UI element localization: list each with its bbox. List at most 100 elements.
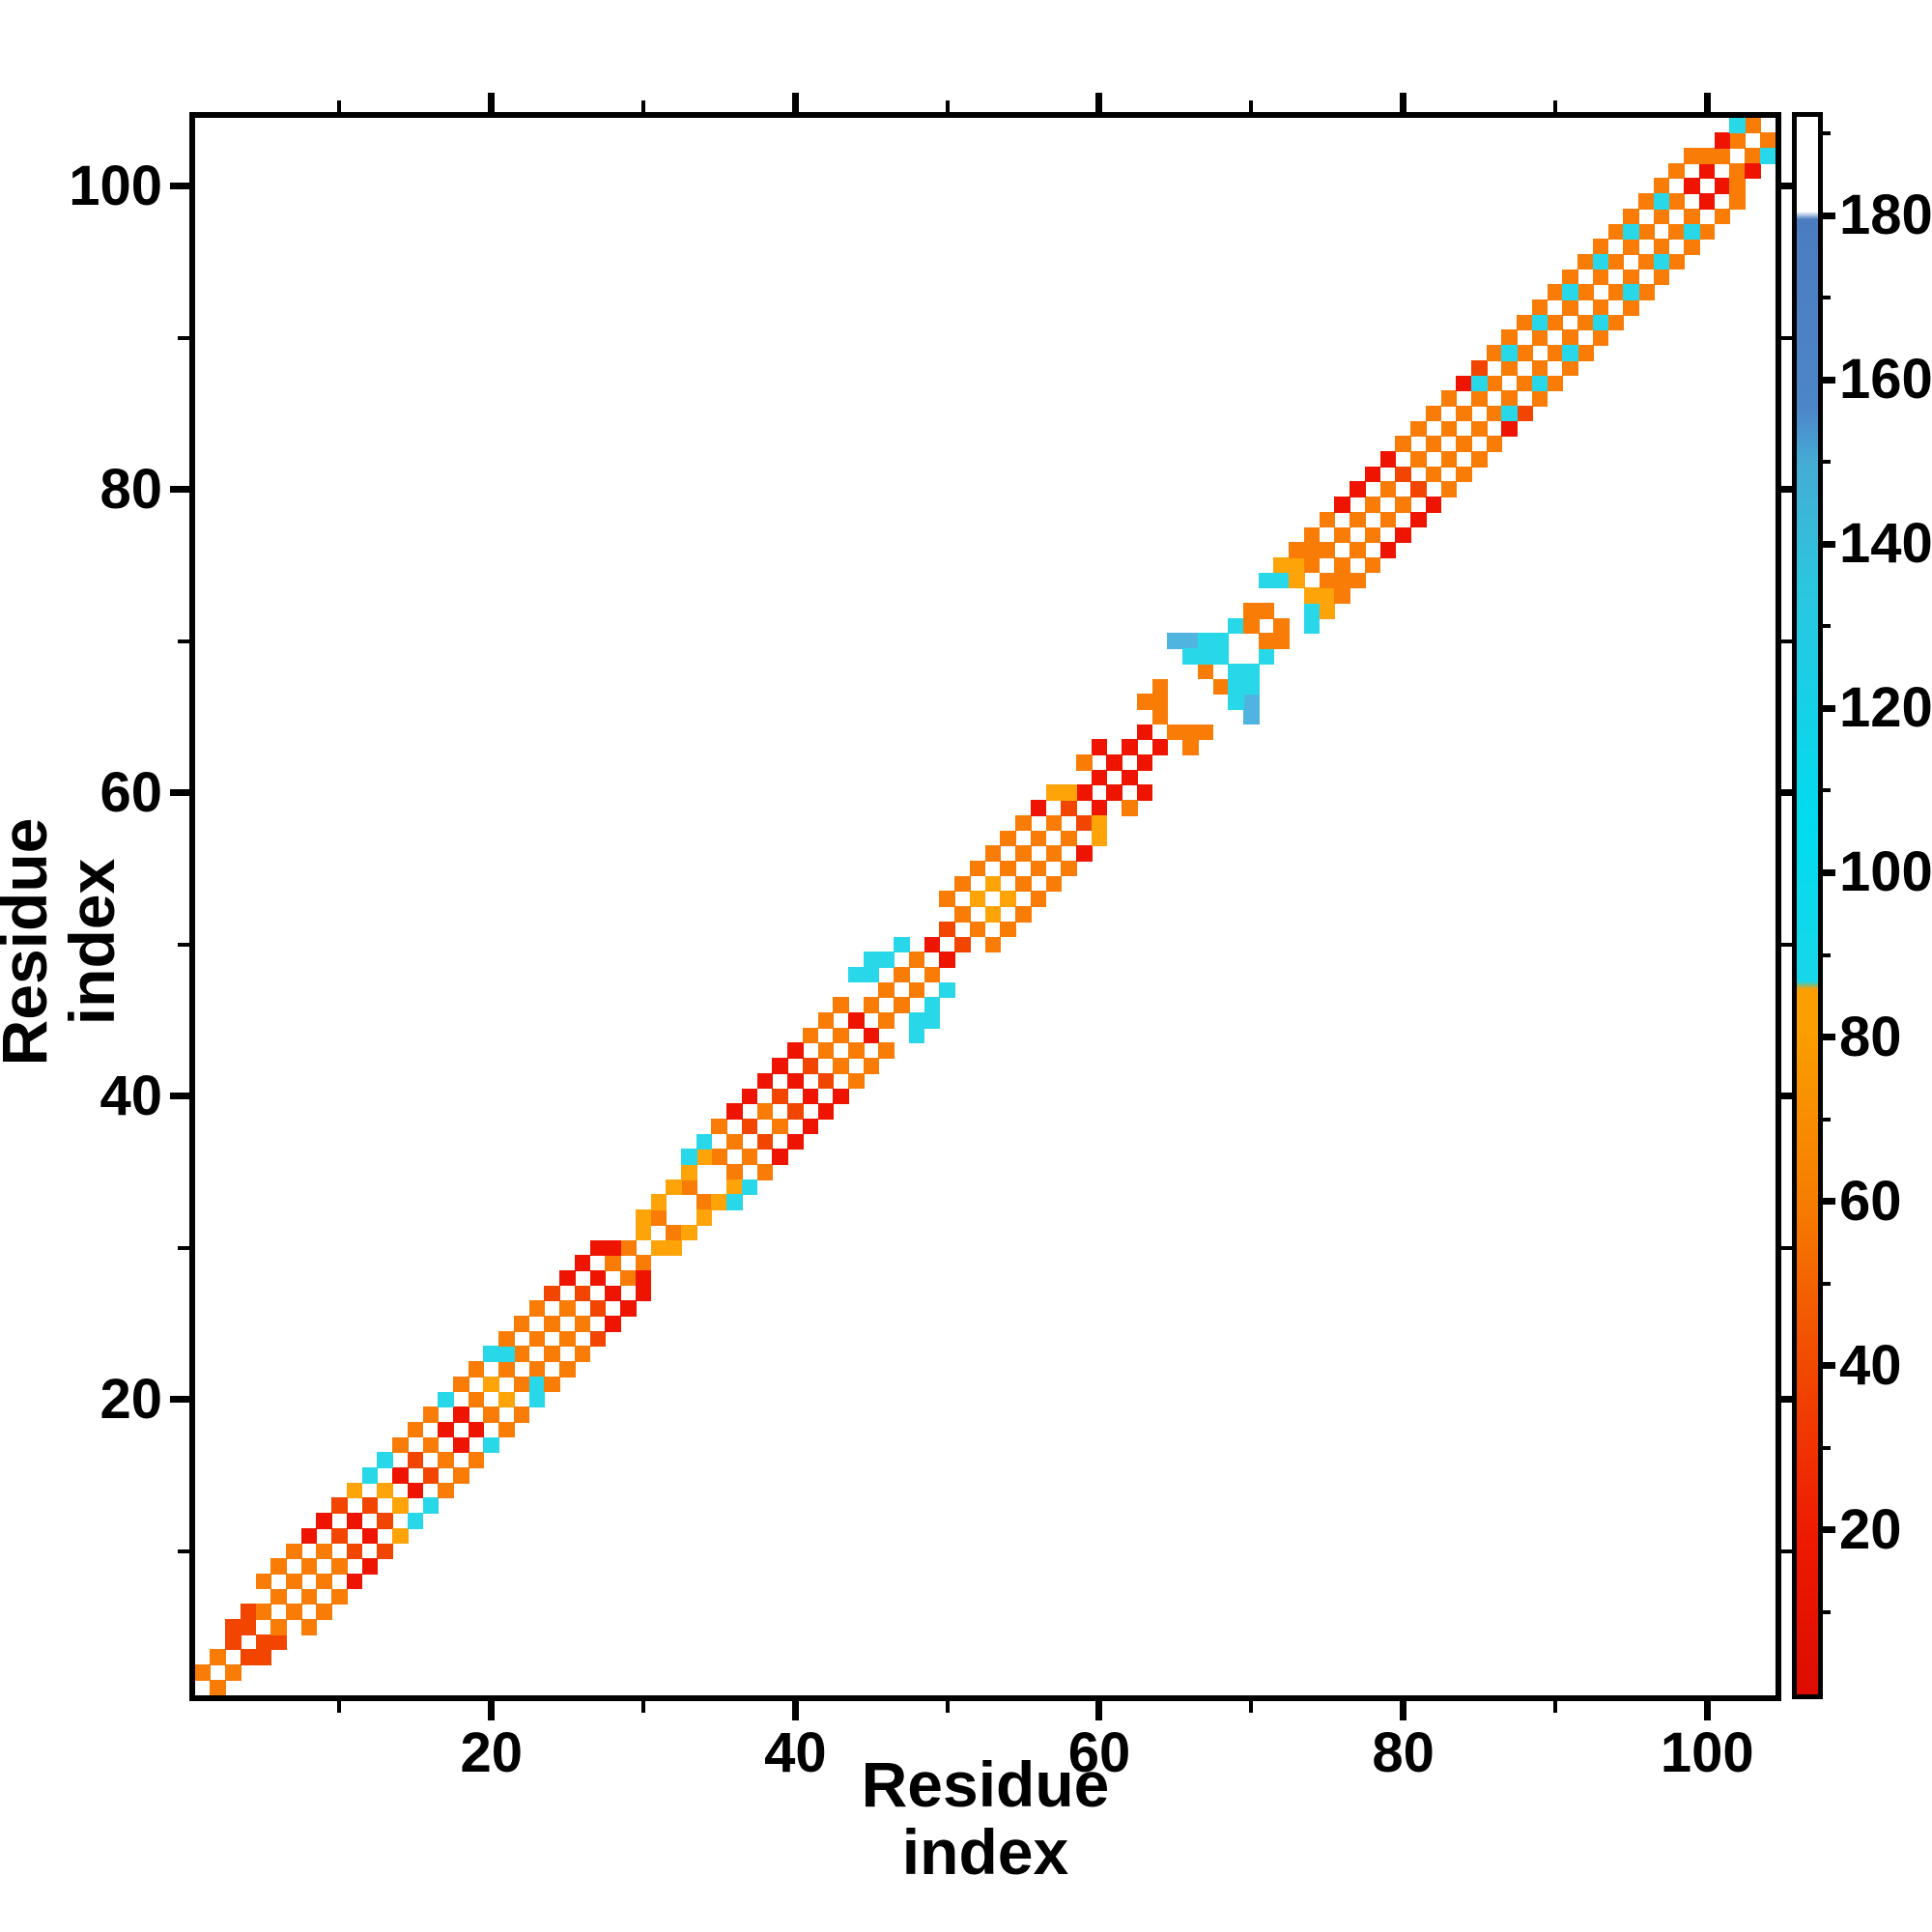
heatmap-cell xyxy=(498,1346,515,1362)
heatmap-cell xyxy=(696,1194,713,1210)
heatmap-cell xyxy=(1151,678,1169,696)
heatmap-cell xyxy=(635,1285,652,1302)
heatmap-cell xyxy=(1440,390,1458,407)
heatmap-cell xyxy=(1197,648,1214,665)
colorbar-minor-tick xyxy=(1823,1445,1831,1450)
colorbar-tick xyxy=(1823,376,1835,384)
x-axis-tick-top xyxy=(1249,100,1254,112)
heatmap-cell xyxy=(407,1482,424,1499)
heatmap-cell xyxy=(1410,420,1427,438)
heatmap-cell xyxy=(1410,481,1427,497)
heatmap-cell xyxy=(969,891,986,907)
heatmap-cell xyxy=(1243,694,1260,710)
x-axis-tick xyxy=(488,1701,496,1720)
heatmap-cell xyxy=(908,952,925,968)
heatmap-cell xyxy=(225,1664,242,1681)
heatmap-cell xyxy=(544,1376,560,1393)
heatmap-cell xyxy=(377,1482,393,1499)
heatmap-cell xyxy=(1653,208,1670,225)
heatmap-cell xyxy=(316,1604,332,1620)
heatmap-cell xyxy=(1228,663,1244,680)
heatmap-cell xyxy=(483,1406,499,1423)
heatmap-cell xyxy=(1653,253,1670,270)
heatmap-cell xyxy=(1486,405,1503,422)
heatmap-cell xyxy=(650,1239,668,1257)
heatmap-cell xyxy=(1045,814,1063,832)
heatmap-cell xyxy=(1456,375,1472,392)
heatmap-cell xyxy=(1030,830,1047,847)
y-axis-tick-right xyxy=(1781,942,1793,947)
heatmap-cell xyxy=(1091,800,1108,816)
heatmap-cell xyxy=(923,1012,941,1029)
heatmap-cell xyxy=(1456,466,1472,483)
heatmap-cell xyxy=(1122,769,1138,786)
heatmap-cell xyxy=(1395,497,1411,513)
heatmap-cell xyxy=(422,1467,440,1484)
heatmap-cell xyxy=(605,1239,621,1257)
heatmap-cell xyxy=(802,1118,819,1135)
heatmap-cell xyxy=(969,860,986,877)
heatmap-cell xyxy=(1592,269,1609,286)
heatmap-cell xyxy=(1440,420,1458,438)
heatmap-cell xyxy=(1379,451,1397,468)
heatmap-cell xyxy=(1607,223,1625,240)
heatmap-cell xyxy=(528,1376,546,1393)
y-tick-label: 60 xyxy=(99,760,162,824)
heatmap-cell xyxy=(1243,708,1260,725)
heatmap-cell xyxy=(1015,845,1032,862)
colorbar-tick-label: 80 xyxy=(1839,1005,1902,1068)
heatmap-cell xyxy=(756,1164,774,1180)
heatmap-cell xyxy=(513,1406,530,1423)
heatmap-cell xyxy=(285,1543,302,1560)
heatmap-cell xyxy=(1167,724,1183,741)
heatmap-cell xyxy=(1470,451,1488,468)
heatmap-cell xyxy=(1319,603,1336,619)
heatmap-cell xyxy=(605,1285,621,1302)
heatmap-cell xyxy=(1623,208,1639,225)
heatmap-cell xyxy=(1698,223,1716,240)
heatmap-cell xyxy=(620,1300,637,1317)
heatmap-cell xyxy=(1470,359,1488,377)
heatmap-cell xyxy=(1592,329,1609,346)
heatmap-cell xyxy=(1623,284,1639,300)
heatmap-cell xyxy=(1714,148,1731,164)
heatmap-cell xyxy=(726,1133,743,1151)
heatmap-cell xyxy=(878,1042,895,1059)
heatmap-cell xyxy=(1136,694,1153,710)
x-axis-tick-top xyxy=(1552,100,1557,112)
heatmap-cell xyxy=(1623,223,1639,240)
heatmap-cell xyxy=(1258,648,1275,665)
heatmap-cell xyxy=(1456,405,1472,422)
heatmap-cell xyxy=(1714,178,1731,194)
heatmap-cell xyxy=(1501,390,1518,407)
heatmap-cell xyxy=(1395,436,1411,452)
contact-map xyxy=(194,117,1776,1696)
heatmap-cell xyxy=(1075,784,1093,801)
heatmap-cell xyxy=(331,1497,348,1514)
heatmap-cell xyxy=(984,875,1002,893)
heatmap-cell xyxy=(1745,162,1761,180)
heatmap-cell xyxy=(863,952,880,968)
x-tick-label: 80 xyxy=(1372,1721,1435,1784)
heatmap-cell xyxy=(1470,375,1488,392)
heatmap-cell xyxy=(483,1376,499,1393)
heatmap-cell xyxy=(468,1421,485,1438)
heatmap-cell xyxy=(1303,617,1321,635)
heatmap-cell xyxy=(1258,572,1275,589)
y-axis-tick-right xyxy=(1781,1245,1793,1250)
heatmap-cell xyxy=(1212,648,1230,665)
heatmap-cell xyxy=(559,1330,576,1348)
heatmap-cell xyxy=(1501,359,1518,377)
heatmap-cell xyxy=(270,1634,287,1651)
heatmap-cell xyxy=(1045,845,1063,862)
colorbar-tick-label: 140 xyxy=(1839,512,1932,576)
heatmap-cell xyxy=(574,1255,591,1271)
colorbar-tick xyxy=(1823,1526,1835,1534)
heatmap-cell xyxy=(1638,284,1655,300)
heatmap-cell xyxy=(863,966,880,983)
heatmap-cell xyxy=(833,997,849,1013)
heatmap-cell xyxy=(848,1012,865,1029)
heatmap-cell xyxy=(1562,329,1578,346)
colorbar-tick-label: 100 xyxy=(1839,840,1932,904)
heatmap-cell xyxy=(1501,329,1518,346)
